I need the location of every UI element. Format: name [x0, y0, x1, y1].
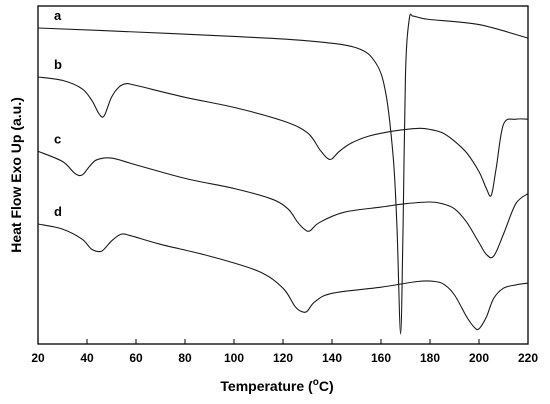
x-tick-label: 180 — [420, 351, 440, 365]
x-tick-label: 40 — [80, 351, 94, 365]
series-line-a — [37, 13, 529, 335]
x-tick-label: 160 — [371, 351, 391, 365]
series-label-c: c — [54, 131, 61, 146]
series-line-c — [37, 150, 529, 259]
x-tick-label: 100 — [224, 351, 244, 365]
series-curves — [37, 13, 529, 335]
x-tick-label: 60 — [129, 351, 143, 365]
x-tick-label: 200 — [469, 351, 489, 365]
x-tick-label: 20 — [31, 351, 45, 365]
x-axis-tick-labels: 20 40 60 80 100 120 140 160 180 200 220 — [31, 351, 538, 365]
x-tick-label: 140 — [322, 351, 342, 365]
series-label-a: a — [54, 8, 62, 23]
x-tick-label: 220 — [518, 351, 538, 365]
x-tick-label: 80 — [178, 351, 192, 365]
plot-frame — [37, 5, 529, 345]
series-line-b — [37, 76, 529, 197]
series-label-d: d — [54, 204, 62, 219]
x-axis-title: Temperature (oC) — [220, 377, 333, 394]
series-label-b: b — [54, 57, 62, 72]
x-axis-ticks — [37, 339, 529, 344]
series-line-d — [37, 223, 529, 331]
y-axis-title: Heat Flow Exo Up (a.u.) — [8, 97, 24, 253]
x-tick-label: 120 — [273, 351, 293, 365]
series-labels: a b c d — [54, 8, 62, 219]
